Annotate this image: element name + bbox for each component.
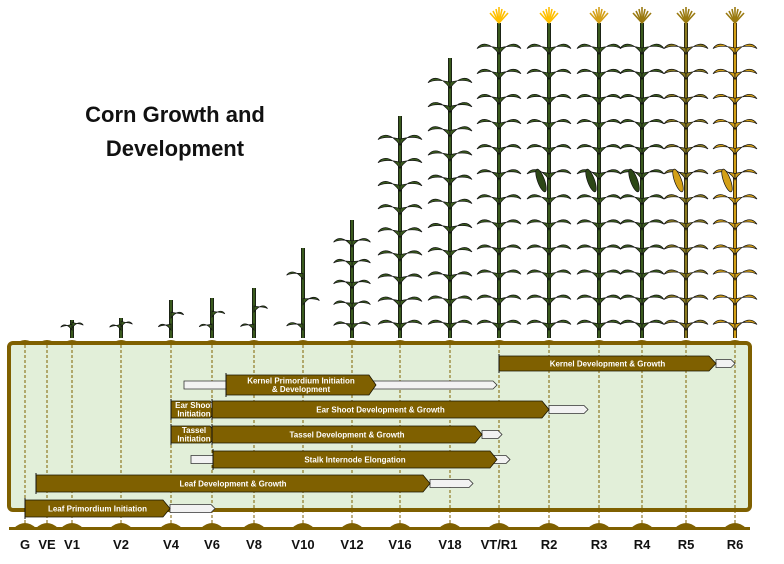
bar-tassel-development: Tassel Development & Growth (211, 424, 503, 445)
bar-extension (169, 504, 216, 513)
soil-mound (588, 340, 610, 345)
bar-label: Kernel Primordium Initiation (247, 377, 355, 386)
corn-plant-v2 (109, 318, 133, 338)
soil-mounds-top (14, 340, 746, 345)
stage-label: R3 (591, 537, 608, 552)
soil-mound (341, 340, 363, 345)
stage-label: R2 (541, 537, 558, 552)
stage-label: V10 (291, 537, 314, 552)
bar-label: Leaf Primordium Initiation (48, 505, 147, 514)
soil-mound (243, 340, 265, 345)
soil-mound (631, 340, 653, 345)
stage-label: V6 (204, 537, 220, 552)
bar-kernel-primordium: Kernel Primordium Initiation& Developmen… (183, 373, 498, 397)
corn-plant-v4 (157, 300, 185, 338)
bar-stalk-internode-elongation: Stalk Internode Elongation (190, 449, 511, 470)
bar-extension (429, 479, 474, 488)
stage-label: R4 (634, 537, 651, 552)
bar-label: Tassel (182, 426, 206, 435)
bar-leaf-primordium-initiation: Leaf Primordium Initiation (24, 498, 216, 519)
corn-plant-r3 (576, 7, 622, 338)
corn-plant-v1 (60, 320, 84, 338)
bar-label: Stalk Internode Elongation (304, 456, 405, 465)
bar-label: Leaf Development & Growth (179, 480, 286, 489)
bar-ear-shoot-development: Ear Shoot Development & Growth (211, 399, 589, 420)
bar-extension (548, 405, 589, 414)
corn-plant-v10 (286, 248, 320, 338)
stage-label: VT/R1 (481, 537, 518, 552)
soil-mound (160, 340, 182, 345)
stage-label: G (20, 537, 30, 552)
title-line-2: Development (105, 136, 245, 161)
stage-label: VE (38, 537, 56, 552)
development-bars: Kernel Development & Growth Kernel Primor… (24, 354, 736, 519)
corn-plants (60, 7, 758, 338)
stage-label: V1 (64, 537, 80, 552)
soil-mound (488, 340, 510, 345)
soil-mound (110, 340, 132, 345)
corn-plant-v8 (240, 288, 268, 338)
bar-label-line2: Initiation (177, 410, 210, 419)
soil-mound (724, 340, 746, 345)
soil-mound (14, 340, 36, 345)
stage-label: V18 (438, 537, 461, 552)
corn-plant-r6 (712, 7, 758, 338)
bar-label: Ear Shoot Development & Growth (316, 406, 445, 415)
corn-plant-v16 (377, 116, 423, 338)
soil-mound (538, 340, 560, 345)
bar-kernel-development-growth: Kernel Development & Growth (498, 354, 736, 373)
corn-plant-v18 (427, 58, 473, 338)
corn-plant-vt-r1 (476, 7, 522, 338)
corn-plant-v6 (198, 298, 226, 338)
bar-label: Ear Shoot (175, 401, 213, 410)
diagram-title: Corn Growth and Development (60, 98, 290, 166)
stage-label: R5 (678, 537, 695, 552)
bar-extension (715, 359, 736, 368)
bar-label-line2: & Development (272, 385, 331, 394)
bar-extension (481, 430, 503, 439)
soil-mound (201, 340, 223, 345)
stage-label: V4 (163, 537, 180, 552)
stage-label: V8 (246, 537, 262, 552)
corn-plant-r2 (526, 7, 572, 338)
soil-mound (439, 340, 461, 345)
corn-plant-v12 (333, 220, 371, 338)
corn-plant-r5 (663, 7, 709, 338)
stage-label: R6 (727, 537, 744, 552)
bar-label: Tassel Development & Growth (290, 431, 405, 440)
bar-label: Kernel Development & Growth (550, 360, 666, 369)
stage-label: V2 (113, 537, 129, 552)
stage-label: V16 (388, 537, 411, 552)
soil-mound (389, 340, 411, 345)
stage-label: V12 (340, 537, 363, 552)
soil-mound (36, 340, 58, 345)
stage-labels: G VE V1 V2 V4 V6 V8 V10 V12 V16 V18 VT/R1 R2 R3 R4 R5 R6 (20, 537, 743, 552)
title-line-1: Corn Growth and (85, 102, 265, 127)
soil-mound (292, 340, 314, 345)
soil-mound (675, 340, 697, 345)
bar-leaf-development-growth: Leaf Development & Growth (35, 473, 474, 494)
soil-mound (61, 340, 83, 345)
bar-label-line2: Initiation (177, 435, 210, 444)
corn-plant-r4 (619, 7, 665, 338)
